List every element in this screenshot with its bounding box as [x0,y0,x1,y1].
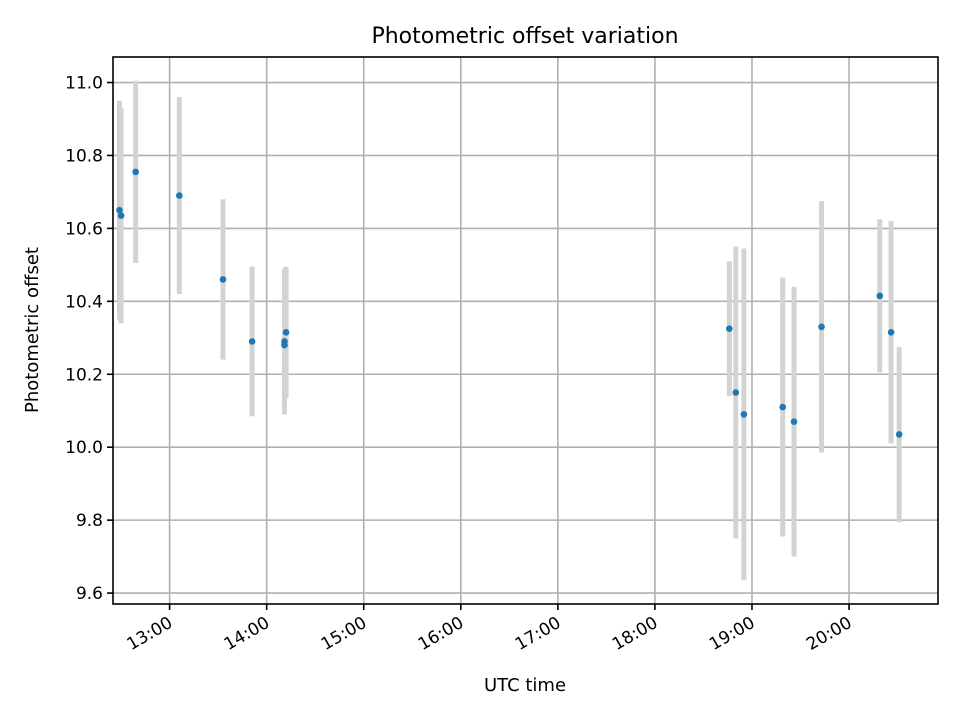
data-point [282,329,290,336]
data-point [818,323,825,331]
y-tick-label: 10.2 [65,365,103,385]
data-point [132,168,139,176]
y-tick-label: 10.4 [65,292,103,312]
data-point [779,403,787,411]
data-point [895,431,903,438]
data-point [219,276,227,283]
y-axis-label: Photometric offset [22,247,43,413]
plot-frame [112,56,939,605]
data-point [116,206,123,214]
data-point [281,338,288,345]
y-axis-ticks: 9.6 9.8 10.0 10.2 10.4 10.6 10.8 11.0 [65,74,113,604]
chart-title: Photometric offset variation [371,24,678,49]
y-tick-label: 11.0 [65,74,103,94]
data-point [876,292,884,300]
data-point [790,418,798,425]
data-points [116,168,903,438]
data-point [117,212,125,219]
y-tick-label: 10.6 [65,219,103,239]
y-tick-label: 9.8 [76,511,103,531]
data-point [248,338,256,345]
y-tick-label: 10.8 [65,146,103,166]
data-point [732,389,740,396]
y-tick-label: 9.6 [76,584,103,604]
x-axis-label: UTC time [484,675,566,696]
data-point [740,411,748,418]
y-tick-label: 10.0 [65,438,103,458]
data-point [887,329,895,336]
data-point [726,325,733,332]
data-point [176,192,183,199]
